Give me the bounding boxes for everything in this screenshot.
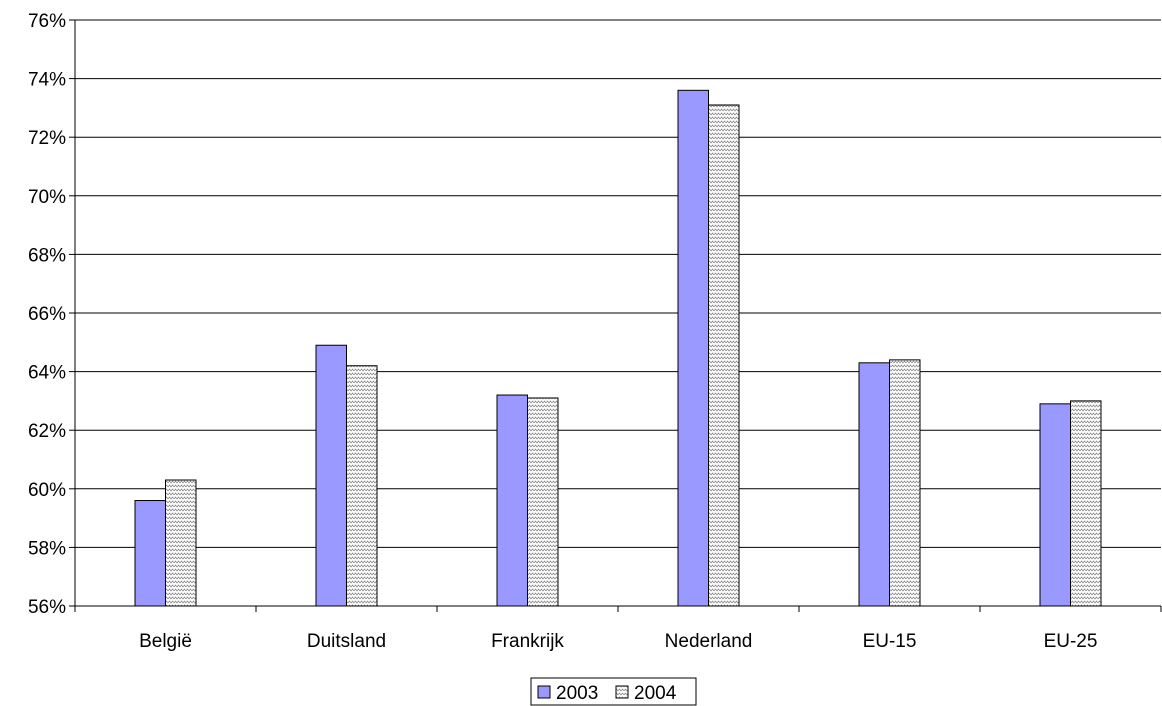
legend-swatch-2004 bbox=[615, 685, 629, 699]
y-tick-label: 56% bbox=[28, 597, 66, 618]
legend-box bbox=[530, 677, 697, 706]
bar-2003-EU-15 bbox=[858, 362, 890, 607]
bar-2003-Nederland bbox=[677, 89, 709, 607]
bar-2003-Frankrijk bbox=[496, 394, 528, 607]
y-tick-label: 60% bbox=[28, 480, 66, 501]
y-tick-label: 62% bbox=[28, 421, 66, 442]
bar-2003-EU-25 bbox=[1039, 403, 1071, 607]
x-category-label: Nederland bbox=[665, 631, 753, 652]
x-category-label: België bbox=[139, 631, 192, 652]
y-tick-label: 70% bbox=[28, 187, 66, 208]
bar-2004-EU-15 bbox=[889, 359, 921, 607]
bar-2004-Nederland bbox=[708, 104, 740, 607]
bar-2003-België bbox=[134, 500, 166, 607]
x-category-label: EU-15 bbox=[863, 631, 917, 652]
bar-2004-België bbox=[165, 479, 197, 607]
legend-swatch-2003 bbox=[537, 685, 551, 699]
legend-label-2004: 2004 bbox=[634, 683, 677, 704]
y-tick-label: 76% bbox=[28, 11, 66, 32]
bar-2004-Duitsland bbox=[346, 365, 378, 607]
bar-2004-Frankrijk bbox=[527, 397, 559, 607]
x-category-label: EU-25 bbox=[1044, 631, 1098, 652]
y-tick-labels: 56% 58% 60% 62% 64% 66% 68% 70% 72% 74% 76% bbox=[28, 11, 66, 618]
x-category-label: Frankrijk bbox=[491, 631, 564, 652]
x-category-label: Duitsland bbox=[307, 631, 386, 652]
y-tick-label: 74% bbox=[28, 70, 66, 91]
bar-2003-Duitsland bbox=[315, 344, 347, 607]
y-tick-label: 72% bbox=[28, 128, 66, 149]
y-tick-label: 64% bbox=[28, 363, 66, 384]
gridlines bbox=[69, 19, 1161, 607]
y-tick-label: 66% bbox=[28, 304, 66, 325]
bar-2004-EU-25 bbox=[1070, 400, 1102, 607]
x-category-labels: België Duitsland Frankrijk Nederland EU-15 EU… bbox=[139, 631, 1097, 652]
y-tick-label: 68% bbox=[28, 245, 66, 266]
y-tick-label: 58% bbox=[28, 538, 66, 559]
bars bbox=[134, 89, 1102, 607]
legend: 2003 2004 bbox=[530, 677, 697, 706]
legend-label-2003: 2003 bbox=[556, 683, 598, 704]
axes bbox=[74, 20, 1162, 612]
